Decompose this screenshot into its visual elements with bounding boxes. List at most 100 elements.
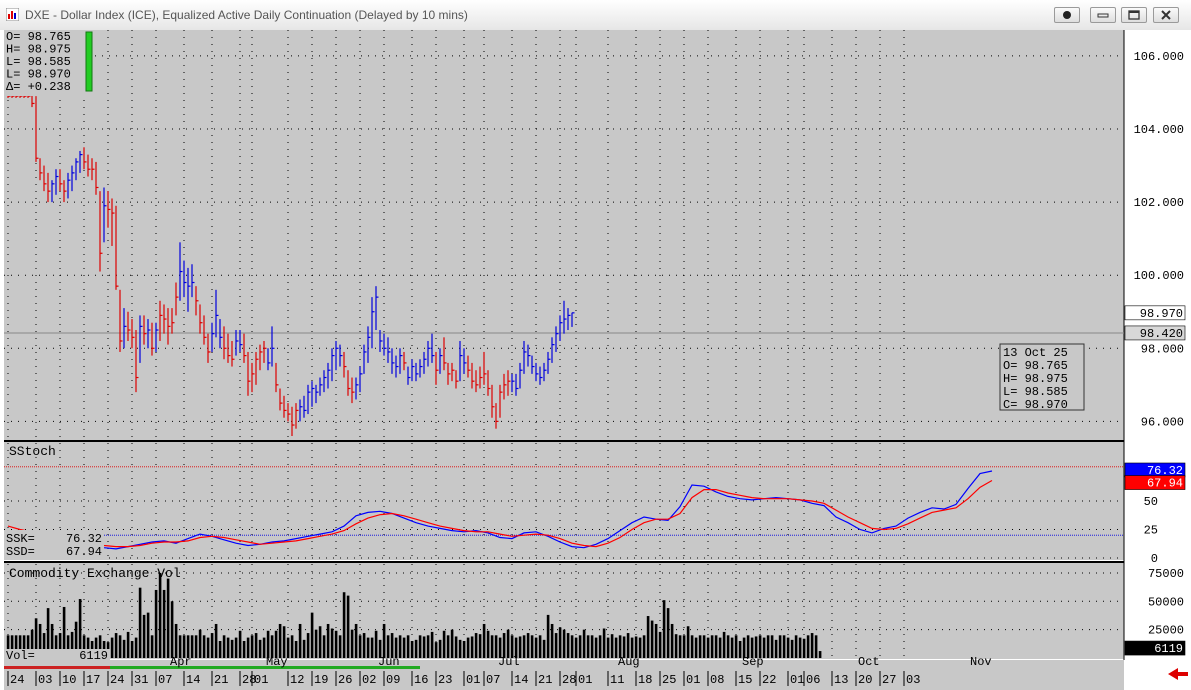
volume-bar <box>314 629 318 658</box>
volume-bar <box>214 623 218 658</box>
day-label: 18 <box>638 673 652 687</box>
volume-bar <box>58 633 62 658</box>
volume-bar <box>150 635 154 658</box>
day-label: 15 <box>738 673 752 687</box>
price-bar <box>455 370 459 389</box>
month-label: Jun <box>378 655 400 669</box>
price-bar <box>559 315 563 341</box>
volume-bar <box>34 618 38 658</box>
day-label: 17 <box>86 673 100 687</box>
day-label: 14 <box>186 673 200 687</box>
volume-bar <box>514 637 518 658</box>
ssd-label: SSD= <box>6 545 35 559</box>
day-label: 21 <box>214 673 228 687</box>
price-bar <box>123 308 127 349</box>
close-icon <box>1161 10 1171 20</box>
price-bar <box>299 399 303 422</box>
volume-bar <box>786 637 790 658</box>
ssk-label: SSK= <box>6 532 35 546</box>
volume-bar <box>530 635 534 658</box>
close-button[interactable] <box>1153 7 1179 23</box>
volume-bar <box>498 637 502 658</box>
volume-bar <box>14 635 18 658</box>
data-window-line: O= 98.765 <box>1003 359 1068 373</box>
stochastic-tick-label: 50 <box>1144 495 1158 509</box>
price-bar <box>151 322 155 356</box>
price-bar <box>491 384 495 418</box>
price-bar <box>115 205 119 290</box>
day-label: 13 <box>834 673 848 687</box>
scroll-left-arrow-icon[interactable] <box>1168 668 1188 680</box>
price-tick-label: 100.000 <box>1134 269 1184 283</box>
volume-bar <box>246 637 250 658</box>
restore-button[interactable] <box>1121 7 1147 23</box>
price-bar <box>371 297 375 349</box>
volume-bar <box>162 589 166 658</box>
price-bar <box>495 403 499 429</box>
volume-bar <box>270 635 274 658</box>
month-label: Jul <box>498 655 520 669</box>
ssd-value: 67.94 <box>66 545 102 559</box>
volume-bar <box>306 633 310 658</box>
volume-bar <box>70 631 74 658</box>
price-bars <box>7 85 575 436</box>
volume-bar <box>462 640 466 658</box>
minimize-button[interactable] <box>1090 7 1116 23</box>
settle-price-flag <box>1124 325 1186 341</box>
month-label: May <box>266 655 288 669</box>
price-bar <box>443 337 447 371</box>
price-bar <box>439 348 443 374</box>
volume-bar <box>802 638 806 658</box>
volume-bar <box>446 635 450 658</box>
volume-flag-text: 6119 <box>1154 642 1183 656</box>
price-bar <box>527 344 531 367</box>
volume-bar <box>510 635 514 658</box>
day-label: 01 <box>254 673 268 687</box>
price-bar <box>271 326 275 367</box>
volume-bar <box>326 623 330 658</box>
chart-area[interactable]: 106.000 104.000 102.000 100.000 98.000 96.000… <box>0 30 1191 690</box>
ssd-flag-text: 67.94 <box>1147 477 1183 491</box>
volume-bar <box>158 572 162 658</box>
last-price-flag-text: 98.970 <box>1140 307 1183 321</box>
volume-bar <box>694 637 698 658</box>
price-bar <box>207 333 211 363</box>
price-bar <box>427 340 431 367</box>
volume-bar <box>634 636 638 658</box>
volume-bar <box>526 633 530 658</box>
volume-bar <box>398 635 402 658</box>
day-label: 27 <box>882 673 896 687</box>
volume-bar <box>578 635 582 658</box>
volume-bar <box>714 635 718 658</box>
price-bar <box>67 172 71 199</box>
price-bar <box>319 377 323 396</box>
day-label: 02 <box>362 673 376 687</box>
ohlc-scroll-handle[interactable] <box>85 31 93 92</box>
day-label: 21 <box>538 673 552 687</box>
price-bar <box>167 308 171 345</box>
price-bar <box>79 150 83 173</box>
price-bar <box>103 187 107 243</box>
volume-bar <box>74 621 78 658</box>
volume-bar <box>78 599 82 658</box>
price-bar <box>387 337 391 363</box>
volume-bar <box>610 634 614 658</box>
stochastic-tick-label: 0 <box>1151 552 1158 566</box>
window-title: DXE - Dollar Index (ICE), Equalized Acti… <box>25 8 468 22</box>
ohlc-info-line: O= 98.765 <box>6 30 71 44</box>
volume-bar <box>638 637 642 658</box>
day-label: 01 <box>686 673 700 687</box>
volume-bar <box>202 635 206 658</box>
volume-bar <box>726 635 730 658</box>
ohlc-info-line: Δ= +0.238 <box>6 80 71 94</box>
record-button[interactable] <box>1054 7 1080 23</box>
volume-bar <box>142 614 146 658</box>
volume-bar <box>190 635 194 658</box>
volume-bar <box>474 633 478 658</box>
volume-bar <box>166 578 170 658</box>
price-bar <box>475 370 479 393</box>
volume-bar <box>754 636 758 658</box>
price-bar <box>35 96 39 162</box>
price-bar <box>363 344 367 374</box>
price-bar <box>547 351 551 374</box>
